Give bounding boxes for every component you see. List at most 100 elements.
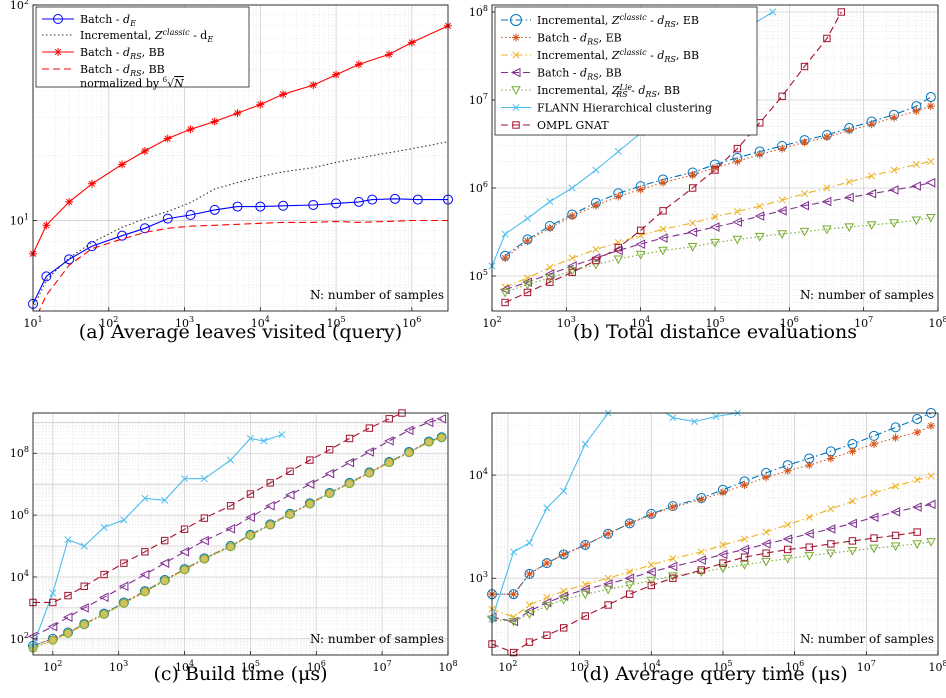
x-tick-label-base: 10 [631, 317, 645, 330]
panel-b-series-1-line [504, 105, 931, 259]
panel-d-series-1-point [668, 503, 677, 512]
panel-d-series-6-line [492, 531, 918, 654]
legend-marker [510, 67, 521, 78]
x-tick-label: 105 [713, 659, 732, 674]
panel-a-series-2-point [407, 38, 416, 47]
panel-b-series-6-point [837, 8, 845, 16]
panel-d-series-0-point [524, 568, 535, 579]
panel-d-series-3-point [696, 555, 706, 565]
panel-d-series-6-point [525, 638, 534, 646]
panel-c-series-3-point [62, 612, 73, 623]
x-tick-label-exp: 8 [452, 659, 457, 668]
x-tick-label: 104 [642, 659, 661, 674]
panel-b-series-3-point [925, 177, 936, 188]
x-tick-label: 108 [438, 659, 457, 674]
panel-a-series-2-point [140, 147, 149, 156]
panel-d-series-1-point [870, 440, 879, 449]
y-tick-label: 104 [469, 467, 488, 482]
x-tick-label-base: 10 [785, 661, 799, 674]
panel-d-series-1-point [509, 590, 518, 599]
x-tick-label-base: 10 [43, 661, 57, 674]
panel-d-series-4-point [667, 572, 678, 582]
panel-d-series-1-point [625, 519, 634, 528]
panel-d-series-3-point [912, 502, 922, 512]
legend-label-part: , EB [676, 14, 699, 27]
panel-b-series-3-point [777, 206, 787, 216]
panel-b-series-1-point [659, 178, 668, 187]
panel-d-series-5-point [690, 418, 698, 426]
x-tick-label-exp: 7 [387, 659, 392, 668]
x-tick-label: 108 [928, 659, 946, 674]
panel-c-series-6-point [286, 467, 294, 476]
panel-b-series-6-point [659, 207, 667, 215]
panel-b-series-4-point [544, 274, 555, 283]
panel-c-series-3-point [344, 457, 355, 468]
legend-label-part: RS [586, 38, 599, 47]
panel-b-series-6-point [778, 92, 786, 101]
panel-b-series-6-point [568, 268, 576, 277]
panel-c-series-3-point [199, 535, 209, 546]
panel-c-series-5-point [278, 431, 286, 439]
panel-c-series-6-point [49, 598, 57, 607]
legend-label-part: Lie [619, 83, 633, 92]
legend-label: Incremental, ZLie RS - dRS, BB [537, 83, 680, 99]
panel-b-series-3-point [732, 217, 742, 227]
panel-c-series-6-point [246, 490, 255, 498]
panel-c-series-5-point [80, 542, 88, 550]
panel-b-series-4-point [710, 238, 720, 248]
x-tick-label: 106 [780, 315, 799, 330]
panel-b-series-5-point [501, 230, 509, 238]
legend-label-main: Incremental, [80, 29, 155, 42]
panel-b-series-6-line [504, 11, 842, 304]
panel-b-series-5-point [592, 166, 600, 174]
legend-label: Batch - dRS, BB [537, 67, 622, 82]
panel-d-series-0-point [580, 539, 591, 550]
panel-a-series-2-point [42, 221, 51, 230]
panel-c-series-4-point [424, 437, 434, 447]
panel-b-series-1-point [636, 185, 645, 194]
panel-d-series-4-point [696, 568, 707, 577]
y-tick-label: 101 [10, 212, 29, 227]
x-tick-label-exp: 4 [656, 659, 661, 668]
x-tick-label-base: 10 [402, 317, 416, 330]
panel-a-annotation: N: number of samples [310, 288, 444, 302]
panel-c-series-5-point [49, 589, 57, 597]
panel-d-series-2-line [492, 475, 932, 618]
panel-a-series-2-point [332, 70, 341, 79]
panel-d-series-3-point [667, 561, 678, 572]
panel-d-frame [491, 412, 939, 656]
panel-b-series-2-point [823, 184, 831, 192]
x-tick-label-base: 10 [498, 661, 512, 674]
panel-b-series-1-point [545, 224, 554, 233]
x-tick-label-base: 10 [557, 317, 571, 330]
panel-d-series-1-point [647, 511, 656, 520]
x-tick-label: 102 [482, 315, 501, 330]
y-tick-label-base: 10 [469, 94, 483, 107]
panel-c-series-5-point [180, 475, 189, 483]
x-tick-label-base: 10 [241, 661, 255, 674]
legend-label-sym: Z [154, 29, 163, 42]
panel-d-series-2-point [697, 548, 705, 556]
panel-a-caption: (a) Average leaves visited (query) [79, 321, 402, 343]
panel-b-series-2-point [756, 202, 764, 210]
y-tick-label: 102 [10, 631, 29, 646]
panel-c-caption: (c) Build time (μs) [154, 663, 328, 685]
x-tick-label-base: 10 [570, 661, 584, 674]
panel-b-series-1-point [523, 236, 532, 245]
panel-c-series-4-point [99, 609, 109, 619]
panel-b-series-4-point [635, 250, 646, 260]
x-tick-label-exp: 4 [645, 315, 650, 324]
panel-b-series-1-point [501, 254, 510, 263]
panel-a-series-3-line [38, 219, 448, 311]
panel-d-series-3-point [782, 534, 793, 544]
panel-b-series-4-point [754, 232, 765, 242]
panel-c-series-6-point [200, 514, 209, 522]
x-tick-label-base: 10 [928, 661, 942, 674]
x-tick-label-exp: 3 [189, 315, 194, 324]
panel-b-series-4-point [732, 235, 743, 245]
legend-label-part: RS [663, 55, 676, 64]
x-tick-label: 107 [857, 659, 876, 674]
panel-d-series-5-point [510, 548, 518, 556]
panel-d-series-4-point [890, 542, 901, 552]
